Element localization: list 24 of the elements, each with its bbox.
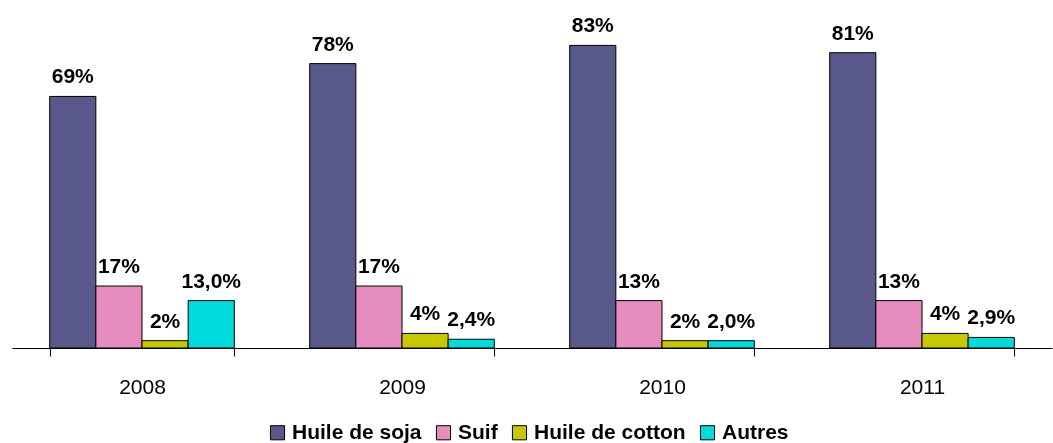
- data-label: 13%: [617, 268, 661, 292]
- data-label: 13,0%: [181, 268, 242, 292]
- data-label: 4%: [929, 301, 961, 325]
- legend-label: Autres: [722, 419, 789, 443]
- legend-label: Huile de soja: [292, 419, 422, 443]
- data-label: 78%: [311, 31, 355, 55]
- data-label: 2,0%: [707, 308, 756, 332]
- data-label: 2%: [149, 308, 181, 332]
- x-tick-label: 2009: [379, 374, 426, 398]
- data-label: 2%: [669, 308, 701, 332]
- x-tick-label: 2011: [899, 374, 946, 398]
- x-tick-label: 2010: [639, 374, 686, 398]
- data-label: 13%: [877, 268, 921, 292]
- data-label: 69%: [51, 64, 95, 88]
- data-label: 2,9%: [967, 305, 1016, 329]
- data-label: 17%: [357, 254, 401, 278]
- legend-label: Huile de cotton: [534, 419, 686, 443]
- legend-label: Suif: [458, 419, 499, 443]
- data-label: 81%: [831, 20, 875, 44]
- data-label: 4%: [409, 301, 441, 325]
- x-tick-label: 2008: [119, 374, 166, 398]
- data-label: 17%: [97, 254, 141, 278]
- data-label: 83%: [571, 13, 615, 37]
- data-label: 2,4%: [447, 307, 496, 331]
